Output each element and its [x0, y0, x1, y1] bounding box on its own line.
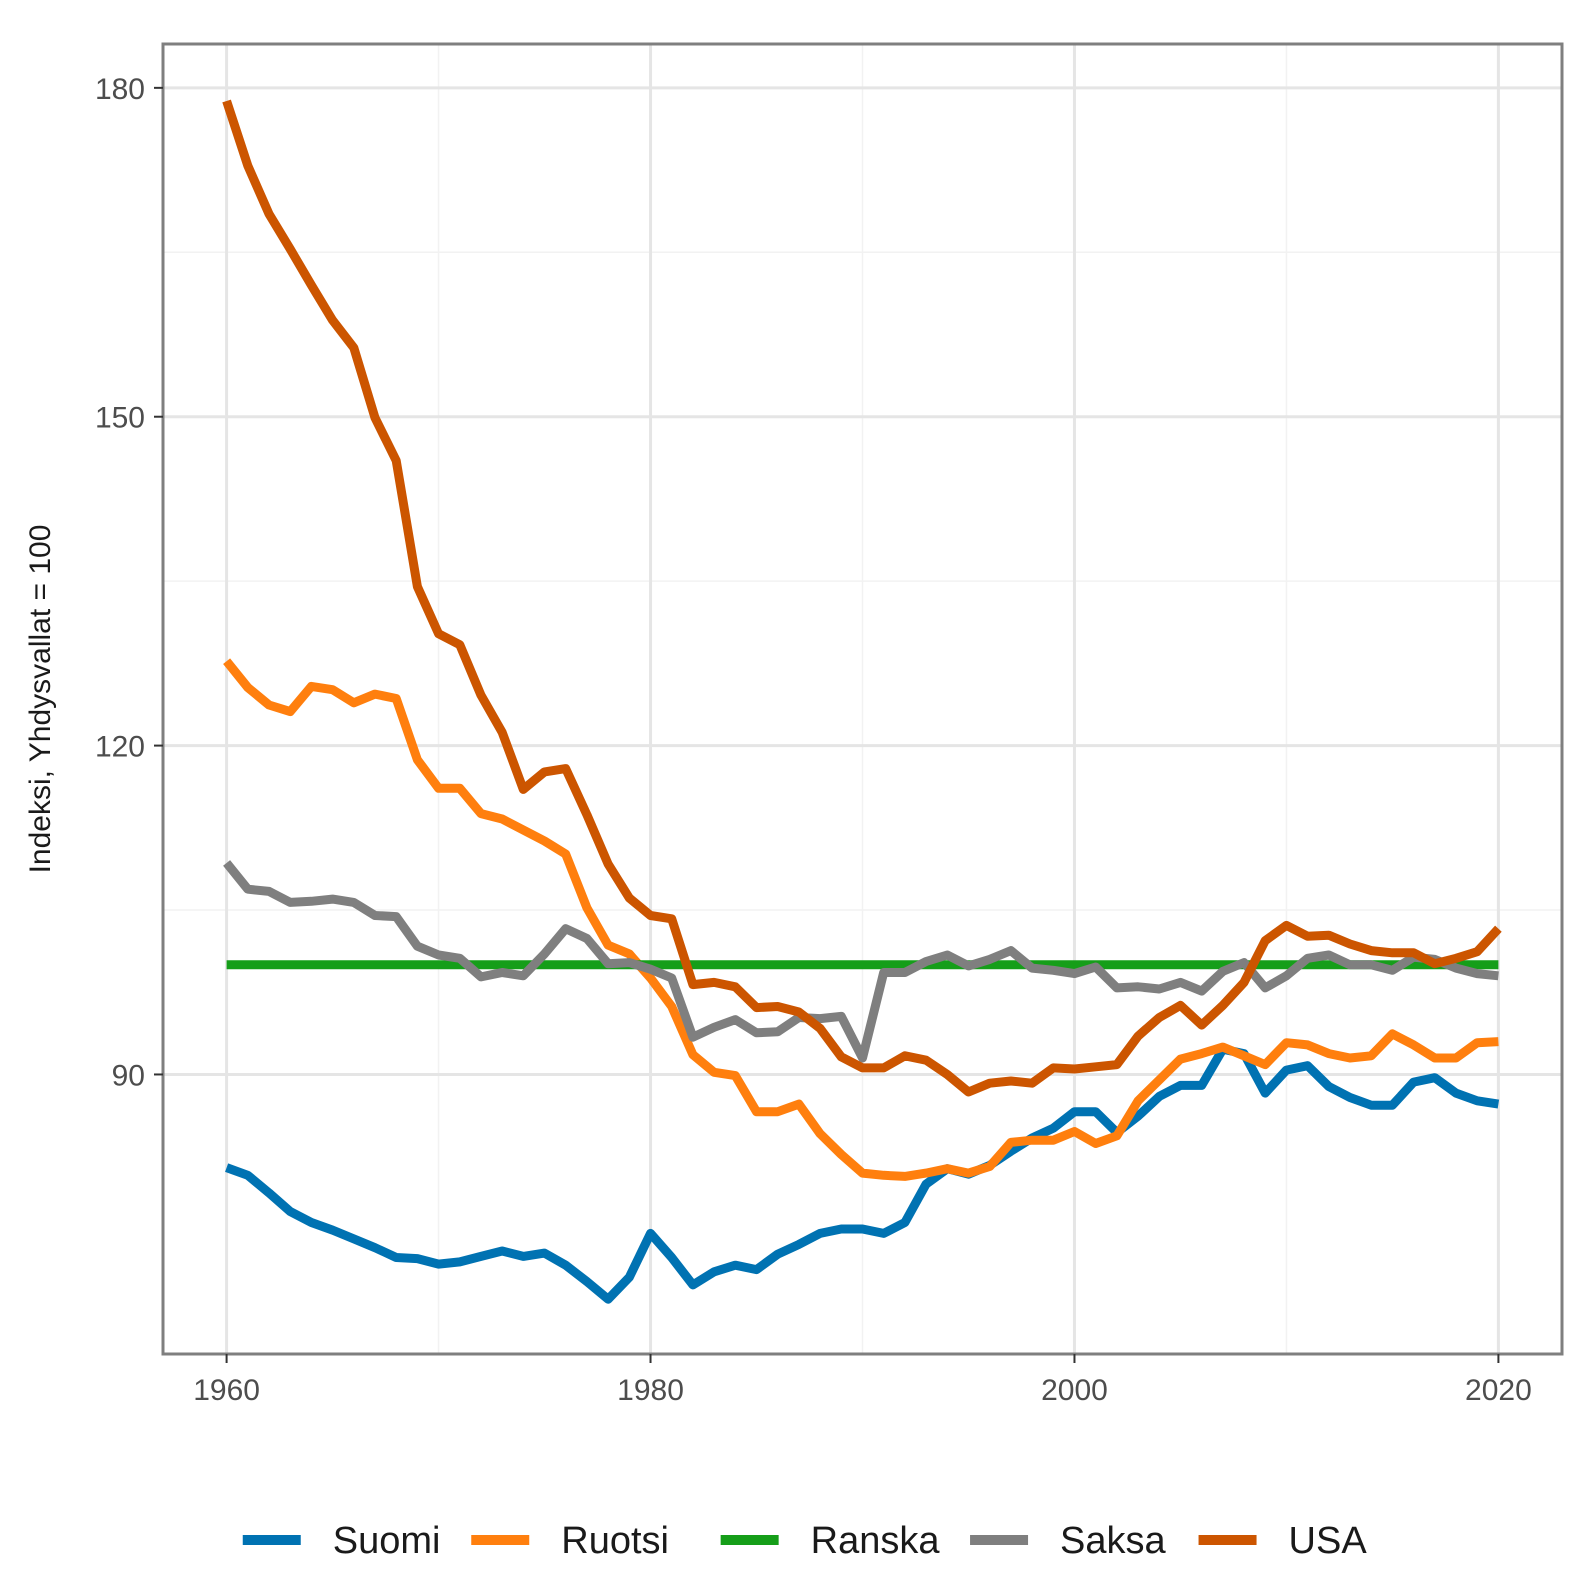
- legend-label-usa: USA: [1289, 1520, 1368, 1562]
- x-tick-label: 1960: [193, 1374, 260, 1407]
- y-axis: 90 120 150 180: [95, 73, 163, 1092]
- y-tick-label: 120: [95, 731, 145, 764]
- series-line-suomi: [225, 1044, 1500, 1304]
- y-tick-label: 150: [95, 402, 145, 435]
- plot-panel-border: [161, 42, 1564, 1356]
- x-tick-label: 2000: [1041, 1374, 1108, 1407]
- x-tick-label: 2020: [1465, 1374, 1532, 1407]
- x-tick-label: 1980: [617, 1374, 684, 1407]
- series-line-saksa: [223, 860, 1499, 1063]
- gridlines: [163, 44, 1562, 1354]
- series-line-ruotsi: [223, 658, 1499, 1181]
- legend: Suomi Ruotsi Ranska Saksa USA: [242, 1520, 1368, 1562]
- series-line-usa: [222, 99, 1502, 1097]
- y-axis-title: Indeksi, Yhdysvallat = 100: [24, 525, 57, 874]
- x-axis: 1960 1980 2000 2020: [193, 1354, 1532, 1407]
- legend-label-saksa: Saksa: [1060, 1520, 1166, 1562]
- y-tick-label: 90: [112, 1059, 145, 1092]
- series-lines: [222, 99, 1502, 1304]
- legend-label-ruotsi: Ruotsi: [561, 1520, 669, 1562]
- y-tick-label: 180: [95, 73, 145, 106]
- legend-label-suomi: Suomi: [333, 1520, 441, 1562]
- legend-label-ranska: Ranska: [811, 1520, 941, 1562]
